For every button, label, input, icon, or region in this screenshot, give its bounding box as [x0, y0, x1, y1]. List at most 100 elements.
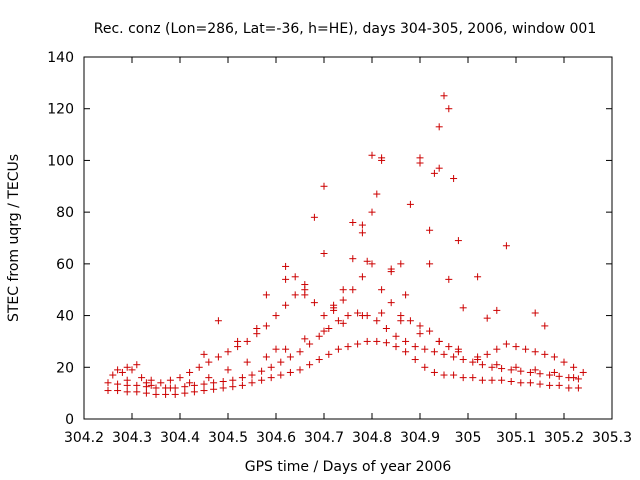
data-point: [517, 367, 525, 375]
data-point: [378, 154, 386, 162]
x-tick-label: 304.5: [208, 430, 248, 446]
data-point: [334, 317, 342, 325]
data-point: [114, 387, 122, 395]
data-point: [382, 339, 390, 347]
data-point: [243, 358, 251, 366]
data-point: [368, 260, 376, 268]
data-point: [349, 255, 357, 263]
data-point: [541, 322, 549, 330]
data-point: [339, 286, 347, 294]
data-point: [344, 343, 352, 351]
data-point: [142, 389, 150, 397]
data-point: [411, 356, 419, 364]
data-point: [258, 376, 266, 384]
data-point: [454, 237, 462, 245]
data-point: [426, 260, 434, 268]
data-point: [373, 317, 381, 325]
data-point: [104, 379, 112, 387]
data-point: [450, 371, 458, 379]
data-point: [373, 337, 381, 345]
data-point: [459, 374, 467, 382]
data-point: [272, 345, 280, 353]
y-axis-label: STEC from uqrg / TECUs: [6, 154, 22, 322]
data-point: [512, 363, 520, 371]
data-point: [445, 105, 453, 113]
x-tick-label: 305.2: [544, 430, 584, 446]
data-point: [286, 353, 294, 361]
data-point: [133, 361, 141, 369]
data-point: [483, 314, 491, 322]
data-point: [574, 375, 582, 383]
data-point: [430, 368, 438, 376]
data-point: [358, 229, 366, 237]
data-point: [200, 387, 208, 395]
data-point: [488, 376, 496, 384]
data-point: [349, 286, 357, 294]
data-point: [354, 309, 362, 317]
data-point: [282, 345, 290, 353]
data-point: [430, 169, 438, 177]
data-point: [320, 312, 328, 320]
data-point: [440, 371, 448, 379]
data-point: [378, 309, 386, 317]
data-point: [128, 366, 136, 374]
data-point: [478, 361, 486, 369]
data-point: [133, 388, 141, 396]
data-point: [262, 322, 270, 330]
data-point: [382, 325, 390, 332]
data-point: [445, 275, 453, 283]
data-point: [531, 348, 539, 356]
data-point: [358, 221, 366, 229]
data-point: [421, 345, 429, 353]
data-point: [450, 175, 458, 183]
data-point: [344, 312, 352, 320]
data-point: [531, 366, 539, 374]
data-point: [176, 374, 184, 382]
data-point: [262, 353, 270, 361]
data-point: [416, 322, 424, 330]
data-point: [210, 385, 218, 393]
data-point: [546, 371, 554, 379]
data-point: [291, 273, 299, 281]
y-tick-label: 120: [47, 102, 74, 118]
data-point: [152, 384, 160, 392]
data-point: [536, 380, 544, 388]
data-point: [378, 286, 386, 294]
data-point: [238, 374, 246, 382]
data-point: [138, 374, 146, 382]
data-point: [152, 390, 160, 398]
y-tick-label: 0: [65, 412, 74, 428]
data-point: [517, 379, 525, 387]
data-point: [560, 358, 568, 366]
data-point: [320, 182, 328, 190]
data-point: [224, 366, 232, 374]
data-point: [301, 335, 309, 343]
data-point: [301, 281, 309, 289]
y-tick-label: 20: [56, 360, 74, 376]
data-point: [205, 374, 213, 382]
data-point: [166, 384, 174, 392]
data-point: [565, 384, 573, 392]
data-point: [315, 356, 323, 364]
data-point: [435, 337, 443, 345]
data-point: [210, 379, 218, 387]
data-point: [435, 164, 443, 172]
data-point: [546, 381, 554, 389]
data-point: [445, 343, 453, 351]
data-point: [286, 368, 294, 376]
data-point: [296, 366, 304, 374]
y-tick-label: 140: [47, 50, 74, 66]
data-point: [320, 250, 328, 258]
data-point: [555, 381, 563, 389]
data-point: [162, 390, 170, 398]
data-point: [459, 304, 467, 312]
data-point: [522, 345, 530, 353]
data-point: [450, 353, 458, 361]
data-point: [430, 348, 438, 356]
data-point: [171, 390, 179, 398]
chart-title: Rec. conz (Lon=286, Lat=-36, h=HE), days…: [94, 21, 596, 37]
data-point: [406, 200, 414, 208]
data-point: [118, 368, 126, 376]
data-point: [498, 376, 506, 384]
x-tick-label: 304.3: [112, 430, 152, 446]
